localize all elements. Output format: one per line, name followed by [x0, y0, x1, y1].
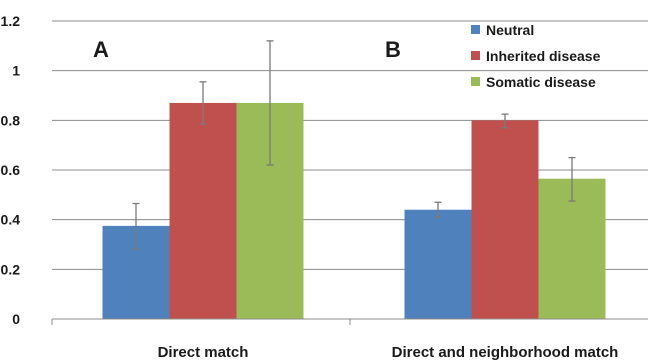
bar-somatic-disease [538, 178, 606, 319]
category-label-1: Direct and neighborhood match [392, 344, 619, 361]
category-label-0: Direct match [158, 344, 249, 361]
legend-label-neutral: Neutral [486, 22, 534, 38]
legend-swatch-inherited-disease [471, 51, 480, 60]
y-tick-label: 0 [12, 311, 20, 327]
panel-labels: A B [93, 37, 401, 62]
bar-inherited-disease [471, 120, 539, 319]
bar-neutral [404, 209, 472, 319]
x-axis-ticks [51, 319, 351, 325]
bar-inherited-disease [169, 102, 237, 319]
legend-label-inherited-disease: Inherited disease [486, 48, 601, 64]
y-tick-labels: 0 0.2 0.4 0.6 0.8 1 1.2 [1, 13, 21, 327]
y-tick-label: 1.2 [1, 13, 21, 29]
legend-label-somatic-disease: Somatic disease [486, 74, 596, 90]
category-labels: Direct match Direct and neighborhood mat… [158, 344, 619, 361]
y-tick-label: 0.6 [1, 162, 21, 178]
error-bars [132, 40, 576, 251]
bars [102, 102, 606, 319]
legend-swatch-somatic-disease [471, 77, 480, 86]
legend-swatch-neutral [471, 25, 480, 34]
y-tick-label: 1 [12, 63, 20, 79]
y-tick-label: 0.2 [1, 261, 21, 277]
y-tick-label: 0.8 [1, 112, 21, 128]
y-tick-label: 0.4 [1, 212, 21, 228]
legend: Neutral Inherited disease Somatic diseas… [471, 22, 601, 90]
panel-label-b: B [385, 37, 401, 62]
panel-label-a: A [93, 37, 109, 62]
